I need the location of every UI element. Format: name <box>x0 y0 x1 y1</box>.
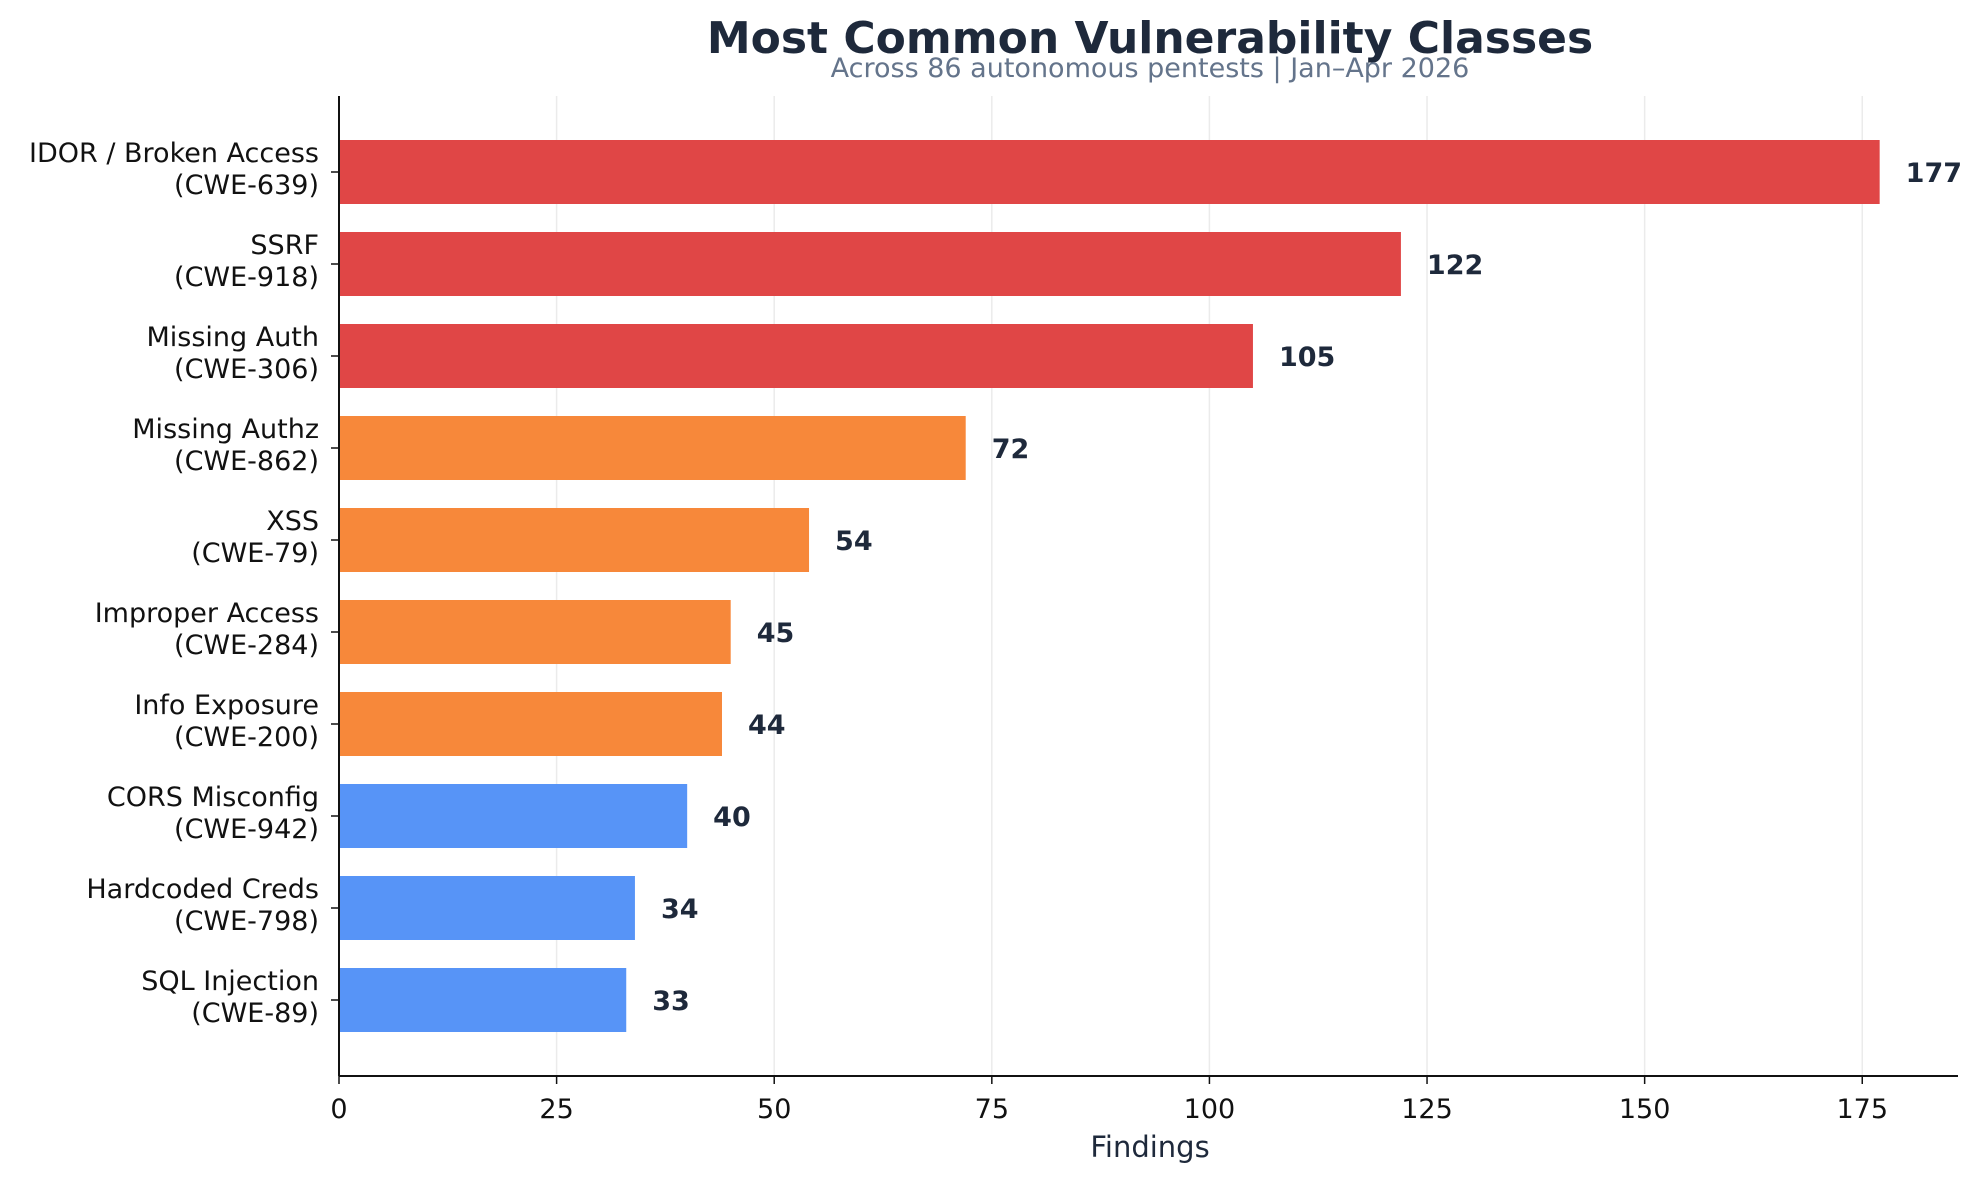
category-label: IDOR / Broken Access <box>29 138 319 169</box>
category-code-label: (CWE-942) <box>174 814 319 845</box>
value-label: 72 <box>992 434 1030 465</box>
x-tick-label: 0 <box>330 1094 347 1125</box>
x-axis: 0 25 50 75 100 125 150 175 <box>330 1075 1958 1125</box>
bar <box>339 784 688 848</box>
category-label: Improper Access <box>95 598 319 629</box>
category-code-label: (CWE-284) <box>174 630 319 661</box>
value-labels: 177 122 105 72 54 45 44 40 34 33 <box>652 158 1962 1017</box>
bar <box>339 508 810 572</box>
category-label: XSS <box>266 506 319 537</box>
category-label: CORS Misconfig <box>107 782 319 813</box>
chart-subtitle: Across 86 autonomous pentests | Jan–Apr … <box>831 53 1470 84</box>
category-code-label: (CWE-918) <box>174 262 319 293</box>
value-label: 33 <box>652 986 690 1017</box>
category-label: Missing Auth <box>146 322 319 353</box>
bar <box>339 416 966 480</box>
bar <box>339 600 731 664</box>
category-label: Hardcoded Creds <box>86 874 319 905</box>
value-label: 40 <box>713 802 751 833</box>
category-label: SSRF <box>250 230 319 261</box>
value-label: 177 <box>1906 158 1962 189</box>
category-code-label: (CWE-200) <box>174 722 319 753</box>
category-label: SQL Injection <box>141 966 319 997</box>
bar <box>339 876 635 940</box>
value-label: 34 <box>661 894 699 925</box>
x-tick-label: 50 <box>757 1094 791 1125</box>
value-label: 54 <box>835 526 873 557</box>
category-code-label: (CWE-862) <box>174 446 319 477</box>
x-tick-label: 25 <box>539 1094 573 1125</box>
value-label: 105 <box>1279 342 1335 373</box>
x-axis-label: Findings <box>1090 1130 1209 1164</box>
category-code-label: (CWE-639) <box>174 170 319 201</box>
bar <box>339 324 1253 388</box>
category-label: Info Exposure <box>134 690 319 721</box>
chart-title: Most Common Vulnerability Classes <box>707 13 1593 64</box>
bar <box>339 140 1880 204</box>
value-label: 45 <box>757 618 795 649</box>
bar <box>339 968 627 1032</box>
bar <box>339 692 722 756</box>
x-tick-label: 100 <box>1184 1094 1236 1125</box>
category-code-label: (CWE-798) <box>174 906 319 937</box>
value-label: 122 <box>1427 250 1483 281</box>
category-label: Missing Authz <box>132 414 319 445</box>
category-code-label: (CWE-306) <box>174 354 319 385</box>
bar <box>339 232 1401 296</box>
y-axis: IDOR / Broken Access(CWE-639) SSRF(CWE-91… <box>29 96 340 1076</box>
bars <box>339 140 1880 1032</box>
x-tick-label: 150 <box>1619 1094 1671 1125</box>
value-label: 44 <box>748 710 786 741</box>
x-tick-label: 175 <box>1836 1094 1888 1125</box>
category-code-label: (CWE-79) <box>191 538 319 569</box>
x-tick-label: 125 <box>1401 1094 1453 1125</box>
x-tick-label: 75 <box>975 1094 1009 1125</box>
category-code-label: (CWE-89) <box>191 998 319 1029</box>
